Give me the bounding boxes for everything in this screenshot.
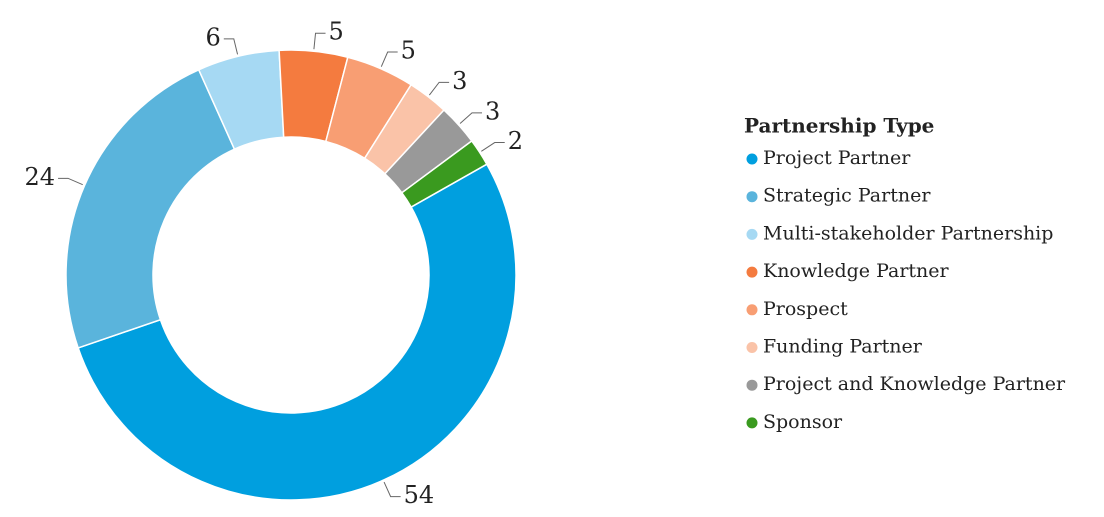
value-label: 5 — [329, 18, 344, 46]
legend-swatch — [746, 304, 758, 316]
legend-label: Sponsor — [763, 411, 843, 433]
leader-line — [380, 51, 398, 67]
slice — [65, 68, 236, 349]
leader-line — [383, 481, 401, 498]
leader-line — [58, 177, 83, 186]
legend-label: Knowledge Partner — [763, 260, 950, 282]
slice — [77, 163, 517, 501]
legend-swatch — [746, 417, 758, 429]
value-label: 5 — [401, 37, 416, 65]
legend-label: Prospect — [763, 298, 848, 320]
slice — [400, 139, 488, 209]
value-label: 24 — [25, 163, 56, 191]
legend-swatch — [746, 228, 758, 240]
value-label: 6 — [206, 23, 221, 51]
legend-label: Strategic Partner — [763, 185, 931, 207]
value-label: 3 — [452, 67, 467, 95]
legend-label: Funding Partner — [763, 336, 923, 358]
legend-label: Multi-stakeholder Partnership — [763, 222, 1053, 244]
legend-swatch — [746, 191, 758, 203]
legend-swatch — [746, 266, 758, 278]
leader-line — [313, 32, 326, 50]
legend-swatch — [746, 342, 758, 353]
leader-line — [428, 81, 450, 96]
legend-title: Partnership Type — [744, 114, 934, 138]
value-label: 2 — [508, 127, 523, 155]
legend-swatch — [746, 379, 758, 391]
leader-line — [223, 38, 239, 55]
legend-swatch — [746, 153, 758, 165]
value-label: 3 — [485, 97, 500, 125]
legend-label: Project Partner — [763, 147, 911, 169]
legend-label: Project and Knowledge Partner — [763, 373, 1066, 395]
leader-line — [481, 142, 505, 152]
leader-line — [459, 112, 483, 124]
value-label: 54 — [404, 481, 435, 509]
